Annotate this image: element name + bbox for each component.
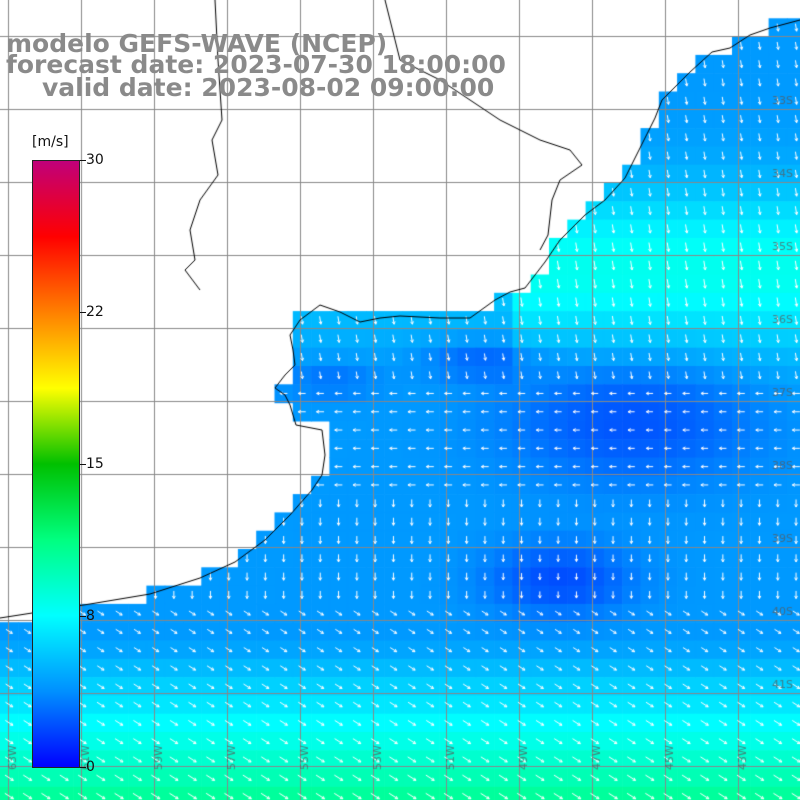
valid-date: valid date: 2023-08-02 09:00:00 [42, 73, 495, 102]
colorbar-tick-mark [80, 464, 86, 465]
colorbar-tick-8: 8 [86, 608, 95, 624]
colorbar-tick-mark [80, 767, 86, 768]
colorbar-unit: [m/s] [32, 134, 69, 150]
colorbar-tick-0: 0 [86, 759, 95, 775]
colorbar-tick-mark [80, 616, 86, 617]
colorbar-tick-mark [80, 160, 86, 161]
colorbar-tick-22: 22 [86, 304, 104, 320]
colorbar-tick-30: 30 [86, 152, 104, 168]
colorbar-tick-mark [80, 312, 86, 313]
colorbar-tick-15: 15 [86, 456, 104, 472]
forecast-date: forecast date: 2023-07-30 18:00:00 [6, 50, 506, 79]
model-title: modelo GEFS-WAVE (NCEP) [6, 29, 388, 58]
colorbar [32, 160, 80, 768]
